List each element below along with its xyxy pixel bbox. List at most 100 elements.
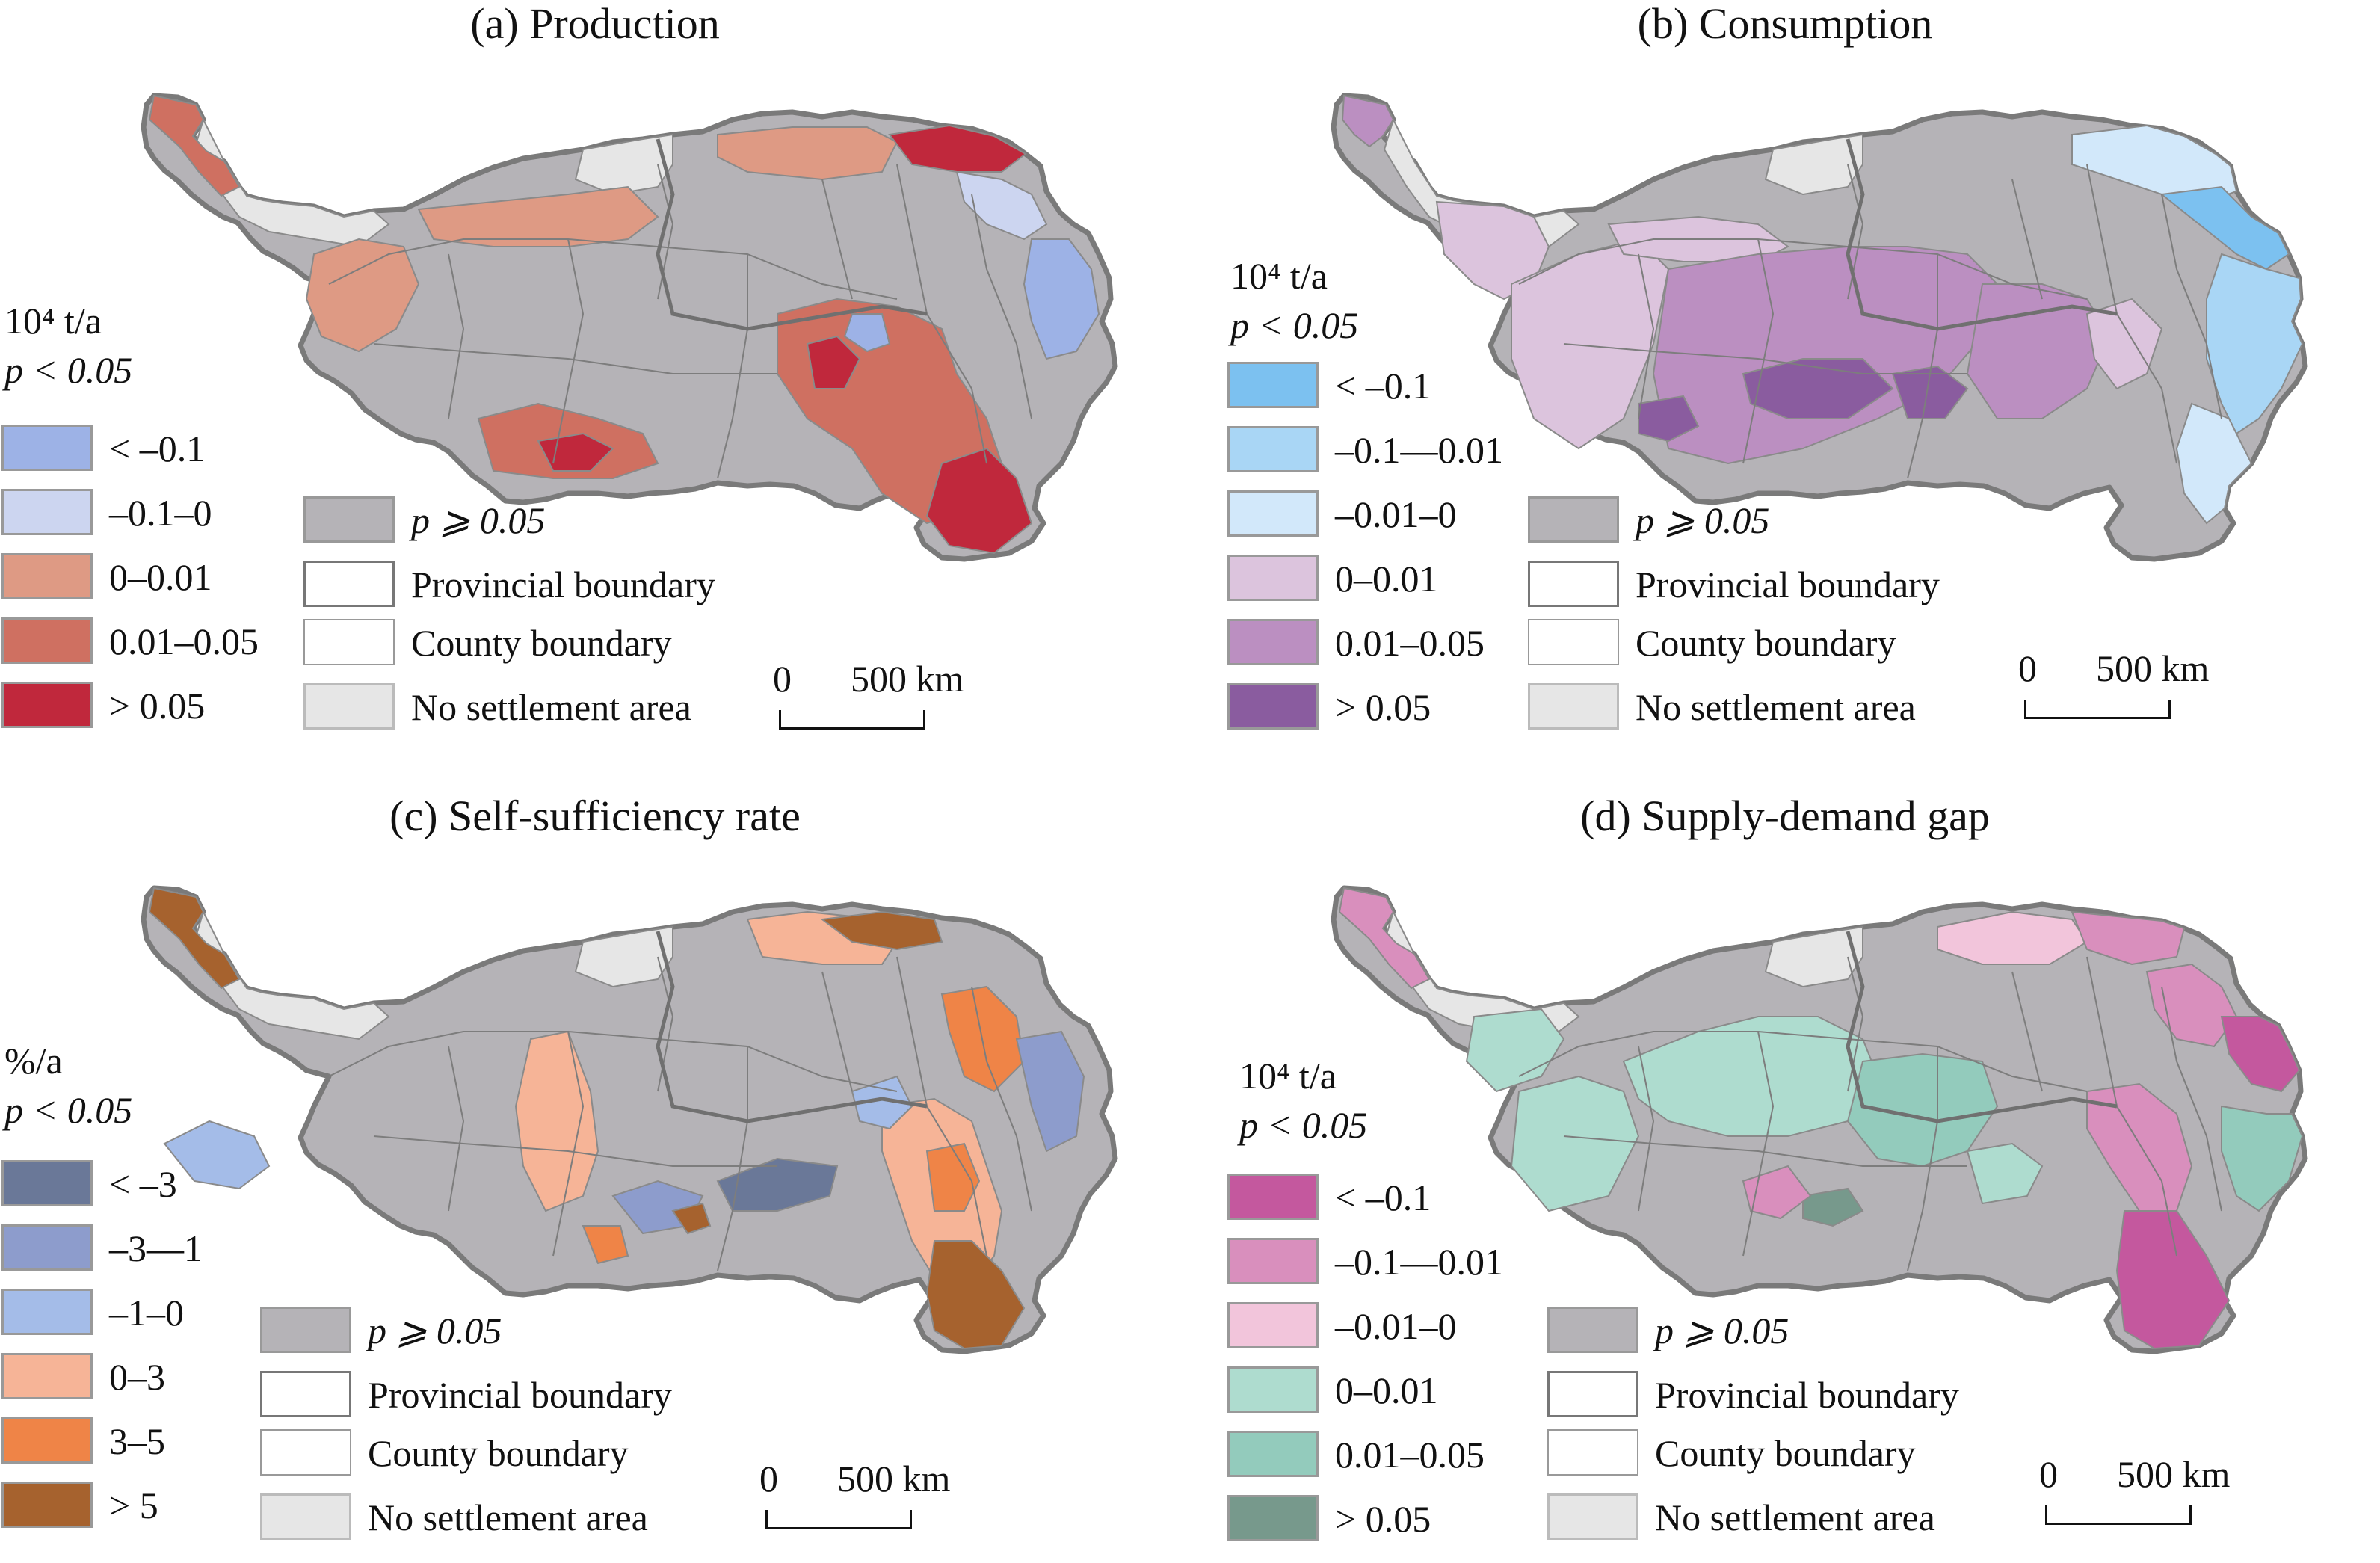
county-region: [1937, 910, 2088, 965]
legend-label: 0–0.01: [1335, 558, 1438, 599]
legend-label: 0.01–0.05: [1335, 1434, 1485, 1476]
legend-label: > 5: [109, 1485, 158, 1526]
legend-swatch-not-significant: [1547, 1307, 1638, 1353]
legend-label: County boundary: [368, 1432, 629, 1474]
legend-label: No settlement area: [1636, 686, 1916, 728]
county-region: [1891, 365, 1969, 419]
legend-header: 10⁴ t/a p < 0.05: [1230, 251, 1358, 350]
county-region: [2175, 402, 2253, 525]
legend-swatch-no-settlement: [260, 1493, 351, 1540]
county-region: [2071, 124, 2238, 203]
legend-label: p ⩾ 0.05: [368, 1310, 502, 1351]
county-region: [955, 170, 1048, 241]
legend-swatch: [1227, 362, 1319, 408]
legend-swatch: [1, 553, 93, 599]
panel-title: (c) Self-sufficiency rate: [389, 792, 801, 840]
county-region: [2115, 1210, 2231, 1350]
legend-swatch: [1227, 490, 1319, 537]
county-boundary: [328, 1031, 898, 1092]
scale-bar: 0 500 km: [759, 1458, 950, 1540]
legend-label: No settlement area: [411, 686, 691, 728]
county-region: [1511, 238, 1670, 450]
legend-swatch-provincial: [260, 1371, 351, 1417]
legend-label: –1–0: [109, 1292, 184, 1334]
scale-bar: 0 500 km: [773, 658, 964, 740]
legend-swatch-not-significant: [303, 496, 395, 543]
county-region: [1742, 1165, 1812, 1220]
county-boundary: [373, 343, 777, 374]
county-boundary: [821, 179, 853, 300]
no-settlement-area: [1764, 925, 1863, 988]
legend-swatch-not-significant: [1528, 496, 1619, 543]
unit-label: %/a: [4, 1040, 63, 1082]
county-region: [2221, 1105, 2304, 1212]
county-region: [925, 1240, 1026, 1350]
legend-swatch: [1227, 1431, 1319, 1477]
county-boundary: [1742, 238, 1775, 464]
county-region: [2071, 910, 2186, 966]
significance-label: p < 0.05: [4, 349, 133, 391]
legend-swatch: [1227, 426, 1319, 472]
county-boundary: [1563, 1135, 1967, 1167]
legend-label: p ⩾ 0.05: [411, 499, 546, 541]
scale-line: [2024, 700, 2171, 719]
county-boundary: [1742, 1031, 1775, 1257]
legend-label: p ⩾ 0.05: [1655, 1310, 1789, 1351]
legend-header: 10⁴ t/a p < 0.05: [4, 296, 132, 395]
legend-label: < –3: [109, 1163, 177, 1205]
county-region: [1338, 887, 1431, 990]
map-supply-demand-gap: [1331, 885, 2308, 1354]
scale-zero: 0: [759, 1458, 778, 1499]
legend-swatch: [1227, 619, 1319, 665]
county-boundary: [448, 1046, 465, 1212]
scale-zero: 0: [2018, 647, 2037, 689]
legend-label: 0.01–0.05: [109, 620, 259, 662]
county-region: [888, 124, 1027, 173]
scale-line: [779, 710, 925, 730]
county-region: [2220, 1016, 2301, 1093]
county-region: [2206, 253, 2304, 435]
provincial-boundary: [656, 931, 928, 1123]
county-region: [417, 185, 659, 247]
scale-distance: 500 km: [837, 1458, 951, 1499]
county-boundary: [448, 253, 465, 419]
county-region: [671, 1202, 712, 1235]
county-region: [582, 1225, 629, 1265]
legend-swatch-county: [260, 1429, 351, 1476]
legend-swatch: [1227, 1174, 1319, 1220]
legend-label: No settlement area: [1655, 1496, 1935, 1538]
scale-distance: 500 km: [851, 658, 964, 700]
no-settlement-area: [574, 133, 673, 196]
unit-label: 10⁴ t/a: [4, 300, 102, 342]
panel-title: (d) Supply-demand gap: [1580, 792, 1990, 840]
county-region: [1742, 358, 1894, 419]
no-settlement-area: [574, 925, 673, 988]
county-region: [843, 313, 891, 353]
county-boundary: [1563, 343, 1967, 374]
legend-swatch-county: [303, 619, 395, 665]
legend-swatch-provincial: [1528, 561, 1619, 607]
legend-label: > 0.05: [1335, 1498, 1431, 1540]
county-region: [1023, 238, 1100, 360]
county-boundary: [971, 194, 1032, 419]
legend-label: 3–5: [109, 1420, 165, 1462]
county-region: [2085, 298, 2163, 390]
county-region: [148, 887, 241, 990]
county-boundary: [552, 1031, 585, 1257]
legend-swatch: [1227, 1495, 1319, 1541]
legend-label: County boundary: [1655, 1432, 1916, 1474]
legend-label: 0–0.01: [1335, 1369, 1438, 1411]
legend-label: Provincial boundary: [1655, 1374, 1959, 1416]
legend-swatch-provincial: [303, 561, 395, 607]
legend-swatch-not-significant: [260, 1307, 351, 1353]
legend-swatch: [1227, 1366, 1319, 1413]
county-region: [1465, 1008, 1565, 1093]
county-boundary: [373, 1135, 777, 1167]
legend-label: –0.01–0: [1335, 1305, 1457, 1347]
legend-swatch: [1, 1224, 93, 1271]
county-region: [163, 1120, 271, 1190]
legend-swatch-no-settlement: [1528, 683, 1619, 730]
legend-swatch: [1, 1417, 93, 1464]
legend-label: 0–3: [109, 1356, 165, 1398]
scale-bar: 0 500 km: [2039, 1453, 2230, 1535]
